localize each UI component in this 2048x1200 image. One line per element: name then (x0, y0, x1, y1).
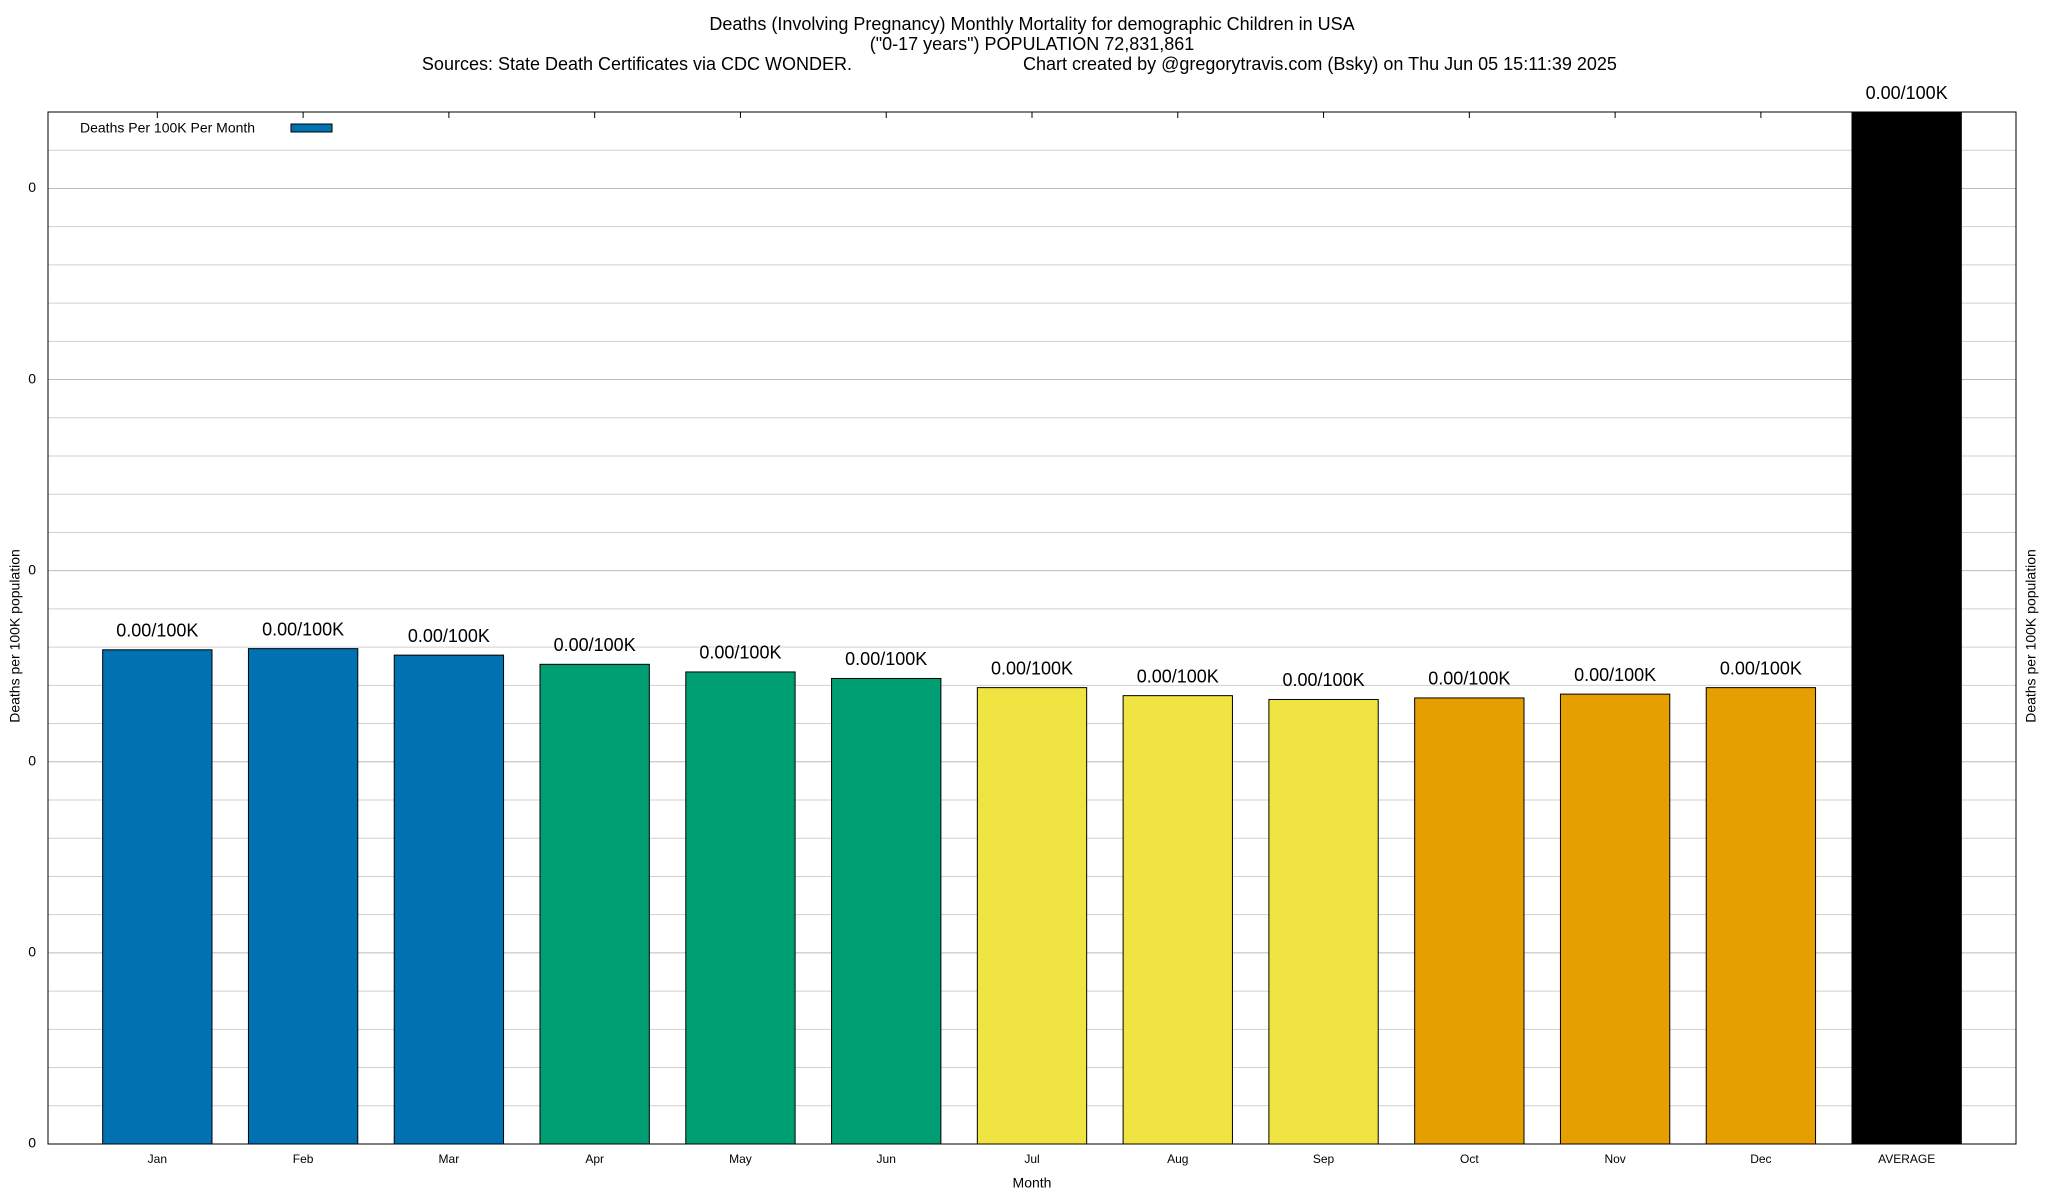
y-axis-label: Deaths per 100K population (7, 549, 23, 723)
value-label: 0.00/100K (1866, 83, 1948, 103)
value-label: 0.00/100K (845, 649, 927, 669)
x-tick-label: May (729, 1152, 752, 1166)
value-label: 0.00/100K (699, 643, 781, 663)
bar (1414, 697, 1525, 1145)
x-tick-label: Jan (148, 1152, 167, 1166)
x-tick-label: Aug (1167, 1152, 1188, 1166)
plot-frame (47, 111, 2017, 1145)
value-label: 0.00/100K (554, 635, 636, 655)
x-tick-label: Feb (293, 1152, 314, 1166)
y-tick-label: 0 (28, 561, 36, 577)
bar (976, 687, 1088, 1145)
legend-swatch (290, 123, 333, 133)
bar (393, 654, 505, 1145)
value-label: 0.00/100K (1137, 666, 1219, 686)
chart-title: Deaths (Involving Pregnancy) Monthly Mor… (709, 14, 1354, 34)
x-axis-label: Month (1013, 1175, 1052, 1191)
x-tick-label: Jul (1024, 1152, 1039, 1166)
chart-source: Sources: State Death Certificates via CD… (422, 54, 852, 74)
y-tick-label: 0 (28, 179, 36, 195)
bar (247, 648, 359, 1145)
bar (539, 663, 650, 1145)
bar (102, 649, 213, 1145)
bar (1851, 111, 1962, 1145)
value-label: 0.00/100K (1428, 669, 1510, 689)
bar (831, 677, 942, 1145)
bar (1705, 687, 1817, 1145)
bar (1559, 693, 1671, 1145)
y-tick-label: 0 (28, 944, 36, 960)
y-tick-label: 0 (28, 752, 36, 768)
value-label: 0.00/100K (1720, 658, 1802, 678)
y-tick-label: 0 (28, 1135, 36, 1151)
value-label: 0.00/100K (1283, 670, 1365, 690)
x-tick-label: Mar (439, 1152, 460, 1166)
x-tick-label: AVERAGE (1878, 1152, 1935, 1166)
value-label: 0.00/100K (116, 621, 198, 641)
x-tick-label: Jun (877, 1152, 896, 1166)
bar (685, 671, 796, 1145)
value-label: 0.00/100K (991, 658, 1073, 678)
chart-subtitle: ("0-17 years") POPULATION 72,831,861 (870, 34, 1195, 54)
value-label: 0.00/100K (262, 619, 344, 639)
x-tick-label: Dec (1750, 1152, 1771, 1166)
x-tick-label: Nov (1604, 1152, 1625, 1166)
chart-credit: Chart created by @gregorytravis.com (Bsk… (1023, 54, 1617, 74)
x-tick-label: Apr (585, 1152, 604, 1166)
bar (1268, 698, 1379, 1145)
x-tick-label: Oct (1460, 1152, 1479, 1166)
bar (1122, 695, 1233, 1145)
x-tick-label: Sep (1313, 1152, 1335, 1166)
legend-label: Deaths Per 100K Per Month (80, 120, 255, 136)
value-label: 0.00/100K (1574, 665, 1656, 685)
y2-axis-label: Deaths per 100K population (2023, 549, 2039, 723)
value-label: 0.00/100K (408, 626, 490, 646)
y-tick-label: 0 (28, 370, 36, 386)
